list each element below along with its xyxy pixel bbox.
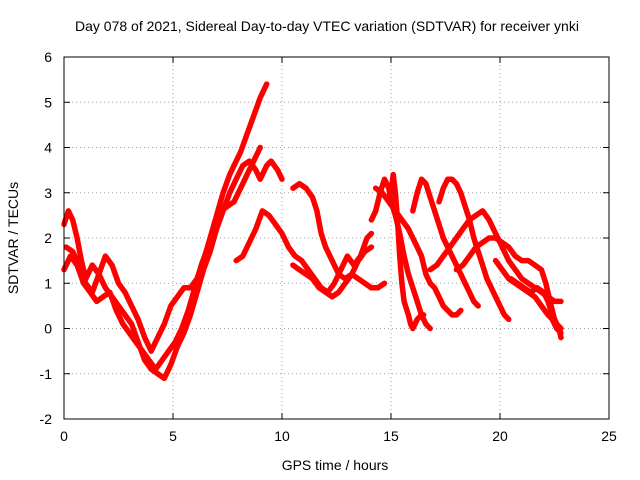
y-tick-label: 6 [44,49,52,65]
y-tick-label: 4 [44,140,52,156]
x-tick-label: 25 [601,428,617,444]
series-layer [61,81,564,382]
axis-ticks: 0 5 10 15 20 25 -2 -1 0 1 2 3 4 5 6 [40,49,617,444]
x-tick-label: 10 [274,428,290,444]
series-line-sat-e [290,180,388,291]
series-line-sat-f [290,244,375,300]
series-line-sat-b [63,81,270,354]
y-tick-label: 5 [44,94,52,110]
x-tick-label: 5 [169,428,177,444]
y-tick-label: 1 [44,275,52,291]
series-line-sat-i [388,171,427,332]
chart-title: Day 078 of 2021, Sidereal Day-to-day VTE… [75,18,579,34]
series-line-sat-j [410,176,481,309]
series-line-sat-k [436,176,512,323]
y-tick-label: -2 [40,411,53,427]
series-line-sat-a [61,158,285,382]
x-tick-label: 0 [60,428,68,444]
y-tick-label: 3 [44,185,52,201]
x-axis-label: GPS time / hours [282,457,389,473]
series-line-sat-o [508,275,564,332]
x-tick-label: 15 [383,428,399,444]
y-tick-label: 2 [44,230,52,246]
series-line-sat-c [61,144,263,372]
y-tick-label: -1 [40,366,53,382]
y-tick-label: 0 [44,321,52,337]
series-line-sat-d [233,208,375,296]
x-tick-label: 20 [492,428,508,444]
y-axis-label: SDTVAR / TECUs [5,182,21,294]
series-line-sat-m [453,235,564,341]
